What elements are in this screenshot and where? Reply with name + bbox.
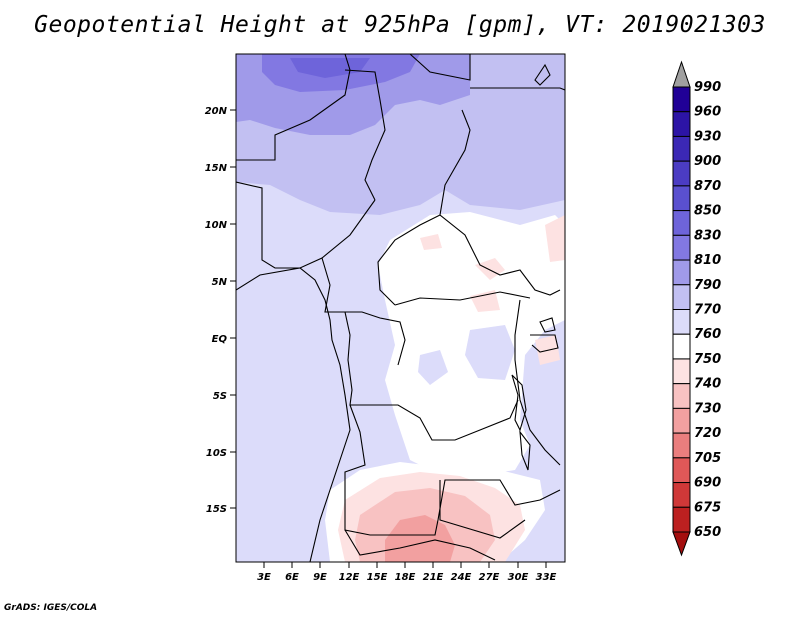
colorbar-segment [672,111,691,137]
border-6 [377,214,441,306]
colorbar-segment [672,309,691,335]
lon-label: 12E [339,572,360,583]
colorbar-top-arrow [672,60,691,88]
colorbar-label: 850 [694,204,721,219]
lat-label: 15N [205,163,228,174]
colorbar-segment [672,185,691,212]
lon-labels: 3E 6E 9E 12E 15E 18E 21E 24E 27E 30E 33E [257,572,556,583]
colorbar-segment [672,482,691,508]
field-750-patch [420,234,442,250]
lon-label: 30E [508,572,529,583]
border-8 [394,291,531,306]
field-750-east [545,215,565,262]
lon-label: 9E [313,572,327,583]
colorbar-label: 750 [694,352,721,367]
colorbar-label: 690 [694,476,721,491]
colorbar-segment [672,506,691,533]
field-730 [385,515,455,562]
colorbar-label: 730 [694,401,721,416]
colorbar-segment [672,333,691,360]
border-14 [439,480,526,539]
lat-label: 20N [205,106,228,117]
border-10 [344,311,519,441]
colorbar-segment [672,457,691,484]
field-770-basin [465,325,515,380]
field-750-north [475,258,505,280]
lat-label: 15S [206,504,227,515]
lat-label: 10S [206,448,227,459]
border-4 [470,87,565,91]
colorbar-label: 990 [694,80,721,95]
colorbar-segment [672,383,691,409]
colorbar-label: 900 [694,154,721,169]
lon-label: 18E [395,572,416,583]
colorbar-segment [672,407,691,434]
lake-tanganyika [511,374,527,432]
lat-labels: 20N 15N 10N 5N EQ 5S 10S 15S [205,106,228,515]
colorbar-label: 770 [694,303,721,318]
colorbar-segment [672,259,691,286]
lon-label: 24E [451,572,472,583]
colorbar-label: 675 [694,500,721,515]
height-field [236,54,565,562]
border-15 [344,529,496,561]
field-770-basin-2 [418,350,448,385]
coastline [236,267,351,562]
colorbar-segment [672,210,691,236]
lon-ticks [263,562,547,568]
colorbar-label: 790 [694,278,721,293]
border-12 [530,334,559,353]
colorbar-label: 870 [694,179,721,194]
colorbar-label: 830 [694,228,721,243]
border-3 [409,54,471,81]
colorbar-labels: 990 960 930 900 870 850 830 810 790 770 760 750 740 7… [694,80,721,540]
lon-label: 3E [257,572,271,583]
lon-label: 15E [367,572,388,583]
country-borders [236,54,565,562]
map-title: Geopotential Height at 925hPa [gpm], VT:… [34,12,766,38]
colorbar-label: 650 [694,525,721,540]
colorbar-segment [672,432,691,459]
colorbar-segment [672,86,691,113]
colorbar-segment [672,284,691,310]
colorbar-label: 960 [694,105,721,120]
lat-label: 5N [212,277,228,288]
colorbar-label: 705 [694,451,721,466]
border-11 [514,299,561,466]
border-9 [321,257,406,366]
colorbar-segment [672,135,691,162]
field-790-ne [500,54,565,150]
border-2 [344,69,386,201]
lon-label: 6E [285,572,299,583]
lon-label: 21E [423,572,444,583]
colorbar-bottom-arrow [672,531,691,557]
colorbar-label: 810 [694,253,721,268]
colorbar-label: 720 [694,426,721,441]
lake-victoria [539,317,556,333]
colorbar-label: 740 [694,377,721,392]
lat-label: 10N [205,220,228,231]
colorbar: 990 960 930 900 870 850 830 810 790 770 760 750 740 7… [672,60,721,557]
colorbar-label: 930 [694,129,721,144]
colorbar-segment [672,234,691,261]
lat-label: EQ [212,334,228,345]
coast-ne [534,63,551,86]
lon-label: 33E [536,572,557,583]
border-7 [236,181,376,269]
field-850 [290,58,370,78]
colorbar-segment [672,160,691,187]
colorbar-segment [672,358,691,385]
colorbar-label: 760 [694,327,721,342]
grads-credit: GrADS: IGES/COLA [4,603,98,613]
lat-ticks [230,109,236,509]
border-5 [439,109,561,296]
map-frame [235,53,566,563]
border-13 [344,404,561,536]
field-750-center [470,290,500,312]
colorbar-segments [672,86,691,533]
lon-label: 27E [479,572,500,583]
lake-malawi [519,430,531,471]
lat-label: 5S [213,391,227,402]
